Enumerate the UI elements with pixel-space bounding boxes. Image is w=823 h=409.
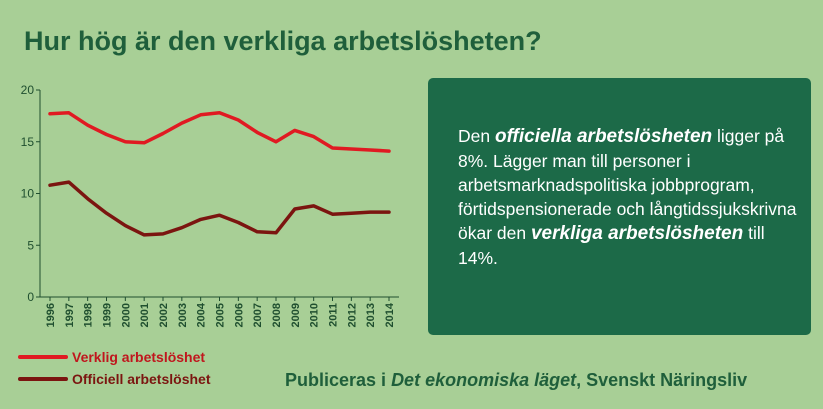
legend-label-official: Officiell arbetslöshet xyxy=(72,371,211,387)
credit-publication: Det ekonomiska läget xyxy=(391,370,577,390)
credit-suffix: , Svenskt Näringsliv xyxy=(576,370,748,390)
legend-swatch-official xyxy=(18,377,68,381)
x-tick-label: 2003 xyxy=(177,303,189,327)
x-tick-label: 2001 xyxy=(139,303,151,327)
x-tick-label: 2006 xyxy=(233,303,245,327)
y-axis-ticks: 0 5 10 15 20 xyxy=(21,83,40,304)
publication-credit: Publiceras i Det ekonomiska läget, Svens… xyxy=(285,370,747,391)
info-highlight-official: officiella arbetslösheten xyxy=(494,126,713,147)
x-tick-label: 1998 xyxy=(83,303,95,327)
y-tick-label: 10 xyxy=(21,187,35,201)
legend-item-official: Officiell arbetslöshet xyxy=(18,368,210,390)
x-tick-label: 2007 xyxy=(252,303,264,327)
credit-prefix: Publiceras i xyxy=(285,370,392,390)
series-lines xyxy=(48,111,391,237)
x-axis-ticks: 1996 1997 1998 1999 2000 2001 2002 2003 2004 2005… xyxy=(45,297,396,327)
x-tick-label: 2005 xyxy=(215,303,227,327)
info-box: Den officiella arbetslösheten ligger på … xyxy=(428,78,811,335)
y-tick-label: 20 xyxy=(21,83,35,97)
info-text-part2: ligger på 8%. Lägger man till personer i… xyxy=(458,126,797,243)
x-tick-label: 2013 xyxy=(365,303,377,327)
y-tick-label: 15 xyxy=(21,135,35,149)
info-text: Den officiella arbetslösheten ligger på … xyxy=(458,124,803,270)
x-tick-label: 2004 xyxy=(196,302,208,327)
x-tick-label: 1999 xyxy=(102,303,114,327)
x-tick-label: 1997 xyxy=(64,303,76,327)
info-highlight-actual: verkliga arbetslösheten xyxy=(530,223,744,244)
x-tick-label: 1996 xyxy=(45,303,57,327)
info-text-part1: Den xyxy=(458,126,495,146)
series-line-1 xyxy=(48,180,391,237)
series-line-0 xyxy=(48,111,391,153)
x-tick-label: 2010 xyxy=(309,303,321,327)
legend-label-actual: Verklig arbetslöshet xyxy=(72,349,206,365)
x-tick-label: 2000 xyxy=(120,303,132,327)
legend-swatch-actual xyxy=(18,355,68,359)
x-tick-label: 2012 xyxy=(346,303,358,327)
x-tick-label: 2011 xyxy=(328,303,340,327)
x-tick-label: 2008 xyxy=(271,303,283,327)
y-tick-label: 0 xyxy=(27,290,34,304)
x-tick-label: 2009 xyxy=(290,303,302,327)
chart-axes xyxy=(39,90,399,298)
y-tick-label: 5 xyxy=(27,238,34,252)
x-tick-label: 2002 xyxy=(158,303,170,327)
chart-title: Hur hög är den verkliga arbetslösheten? xyxy=(24,26,542,56)
line-chart: 0 5 10 15 20 1996 1997 1998 1999 2000 2001 2002 200… xyxy=(21,83,399,327)
info-text-part3: till 14%. xyxy=(458,223,765,268)
legend-item-actual: Verklig arbetslöshet xyxy=(18,346,210,368)
legend: Verklig arbetslöshet Officiell arbetslös… xyxy=(18,346,210,390)
x-tick-label: 2014 xyxy=(384,302,396,327)
